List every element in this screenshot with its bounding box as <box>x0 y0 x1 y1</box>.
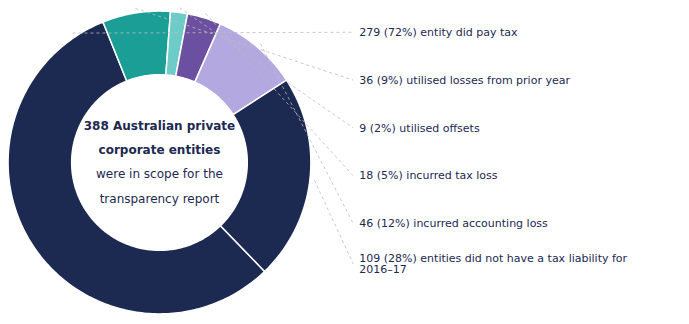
svg-text:transparency report: transparency report <box>100 192 220 206</box>
svg-text:corporate entities: corporate entities <box>99 143 221 157</box>
svg-text:109 (28%) entities did not hav: 109 (28%) entities did not have a tax li… <box>359 252 627 276</box>
svg-text:36 (9%) utilised losses from p: 36 (9%) utilised losses from prior year <box>359 74 570 87</box>
svg-text:18 (5%) incurred tax loss: 18 (5%) incurred tax loss <box>359 169 498 182</box>
svg-text:46 (12%) incurred accounting l: 46 (12%) incurred accounting loss <box>359 217 548 230</box>
svg-text:9 (2%) utilised offsets: 9 (2%) utilised offsets <box>359 122 480 135</box>
svg-text:279 (72%) entity did pay tax: 279 (72%) entity did pay tax <box>359 26 518 39</box>
svg-text:388 Australian private: 388 Australian private <box>84 119 235 133</box>
svg-text:were in scope for the: were in scope for the <box>96 167 223 181</box>
